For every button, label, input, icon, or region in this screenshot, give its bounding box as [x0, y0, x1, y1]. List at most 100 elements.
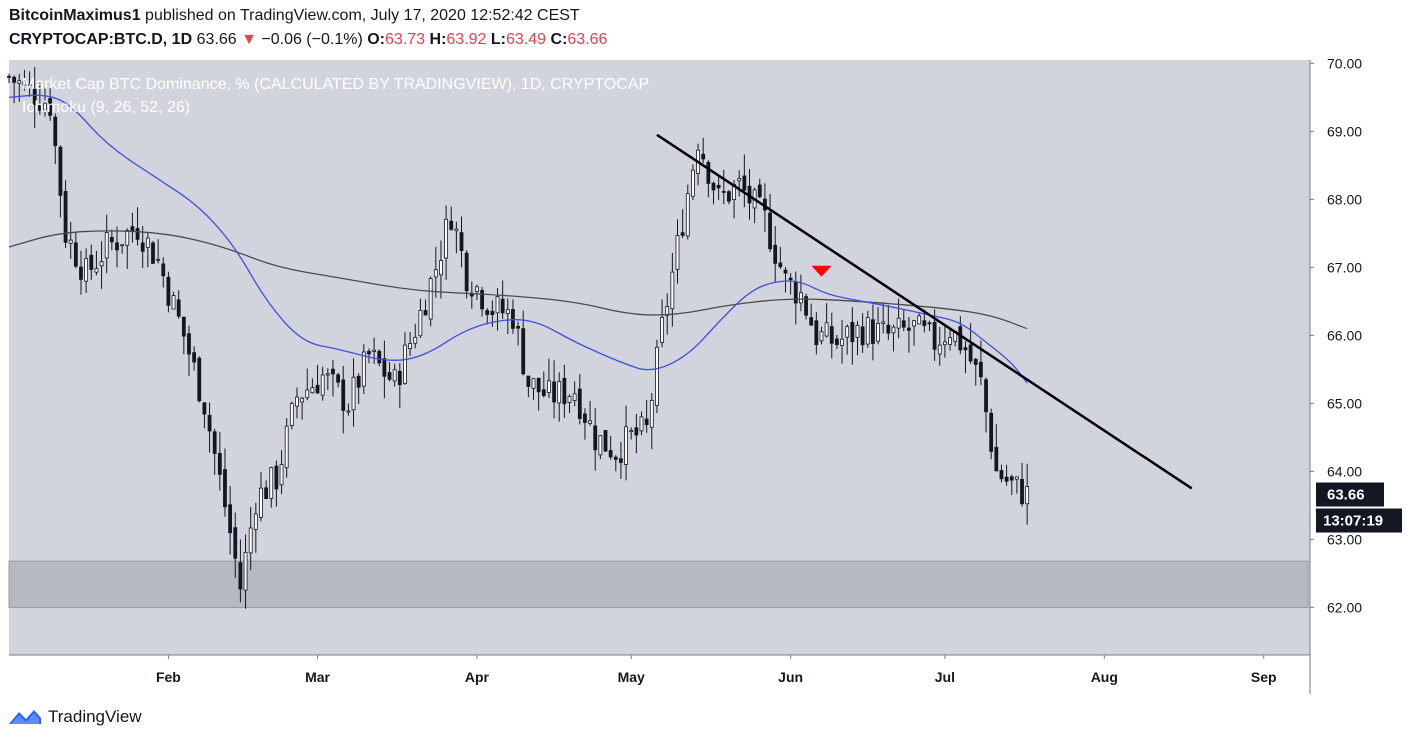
- candle-body: [367, 350, 371, 355]
- candle-body: [526, 375, 531, 387]
- candle: [706, 160, 711, 198]
- candle: [454, 221, 459, 254]
- support-zone: [8, 560, 1309, 608]
- candle-body: [181, 316, 186, 337]
- candle: [547, 358, 551, 399]
- candle: [243, 534, 248, 609]
- candle: [505, 298, 510, 335]
- candle-body: [881, 321, 886, 324]
- x-tick-label: Aug: [1091, 669, 1118, 685]
- candle: [814, 312, 819, 355]
- symbol-label[interactable]: CRYPTOCAP:BTC.D, 1D: [9, 31, 193, 48]
- candle: [32, 66, 37, 129]
- candle-body: [577, 388, 582, 419]
- candle-body: [449, 220, 454, 230]
- candle: [989, 408, 994, 460]
- candle: [382, 340, 387, 399]
- candle-body: [711, 182, 716, 191]
- low-value: 63.49: [506, 31, 547, 48]
- candle-body: [207, 414, 212, 432]
- candle-body: [315, 384, 320, 394]
- candle-body: [485, 310, 490, 315]
- candle-body: [331, 368, 335, 375]
- candle: [120, 244, 125, 254]
- author-name[interactable]: BitcoinMaximus1: [9, 7, 141, 24]
- candle-body: [742, 175, 747, 191]
- candle-body: [901, 320, 906, 328]
- resistance-trendline: [656, 133, 1193, 490]
- candle-body: [531, 378, 536, 389]
- candle: [788, 273, 793, 295]
- candle: [187, 325, 191, 377]
- candle-body: [850, 321, 855, 343]
- candle-body: [248, 527, 253, 554]
- candle: [557, 372, 562, 422]
- candle-body: [721, 191, 726, 193]
- footer-brand-label: TradingView: [48, 707, 142, 726]
- candle: [68, 222, 73, 259]
- candle: [423, 299, 428, 316]
- candle: [94, 250, 99, 276]
- candle-body: [685, 193, 690, 237]
- candle-body: [48, 98, 53, 116]
- candle-body: [819, 331, 824, 342]
- x-tick-label: Mar: [305, 669, 330, 685]
- candle-body: [927, 322, 932, 325]
- x-tick-label: Jul: [935, 669, 955, 685]
- candle: [521, 310, 526, 376]
- candle: [860, 313, 865, 353]
- candle-body: [624, 426, 628, 465]
- candle-body: [547, 380, 551, 393]
- candle-body: [68, 239, 73, 244]
- candle: [773, 226, 778, 283]
- candle-body: [500, 298, 505, 314]
- candle: [459, 216, 464, 268]
- candle-body: [228, 504, 233, 534]
- candle: [649, 392, 654, 450]
- candle: [701, 137, 706, 164]
- candle: [217, 431, 222, 491]
- candle-body: [12, 76, 17, 83]
- x-tick-label: Apr: [465, 669, 490, 685]
- candle: [135, 207, 140, 246]
- candle-body: [223, 469, 227, 508]
- footer-brand[interactable]: TradingView: [8, 707, 142, 727]
- candle-body: [876, 323, 880, 342]
- candle-body: [948, 337, 952, 345]
- candle: [850, 307, 855, 365]
- candle: [572, 381, 577, 407]
- candle-body: [17, 80, 22, 84]
- candle-body: [505, 308, 510, 314]
- candle: [644, 400, 649, 433]
- candle: [212, 428, 217, 475]
- last-value: 63.66: [196, 31, 237, 48]
- candle-body: [588, 420, 592, 424]
- candle: [721, 169, 726, 205]
- candle-body: [27, 84, 32, 87]
- candle-body: [351, 376, 356, 411]
- candle-body: [135, 228, 140, 240]
- candle: [7, 73, 11, 84]
- candle: [449, 206, 454, 231]
- candle: [17, 73, 22, 102]
- candle-body: [243, 551, 248, 591]
- candle: [310, 378, 315, 394]
- candle: [655, 339, 659, 413]
- candle: [192, 346, 197, 371]
- candle-body: [305, 389, 310, 399]
- candle-body: [197, 357, 202, 402]
- candle-body: [737, 178, 742, 182]
- candle-body: [855, 324, 860, 338]
- candle-body: [691, 169, 695, 197]
- candle-body: [408, 343, 412, 350]
- candle: [552, 360, 556, 419]
- chart-title: Market Cap BTC Dominance, % (CALCULATED …: [22, 76, 649, 93]
- candle-body: [629, 430, 634, 433]
- candle: [886, 305, 891, 341]
- candle-body: [433, 269, 438, 278]
- candle: [325, 368, 330, 390]
- candle-body: [567, 396, 572, 403]
- candle: [737, 170, 742, 197]
- candle-body: [439, 260, 443, 276]
